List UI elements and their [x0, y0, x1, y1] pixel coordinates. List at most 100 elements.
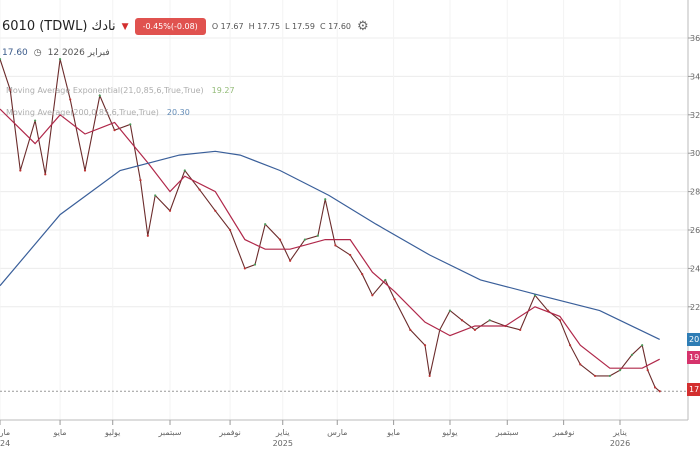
- price-point: [146, 234, 149, 237]
- symbol-title[interactable]: 6010 (TDWL) نادك: [2, 19, 116, 34]
- price-point: [303, 238, 307, 241]
- ema21-line: [0, 108, 660, 369]
- price-point: [519, 328, 522, 331]
- close-label: C: [319, 22, 326, 31]
- price-point: [579, 363, 582, 366]
- x-tick-year: 2024: [0, 439, 10, 448]
- x-tick-label: مارس: [0, 428, 10, 437]
- open-label: O: [211, 22, 219, 31]
- price-line: [0, 58, 661, 392]
- indicator-label: Moving Average(200,0,85,6,True,True): [6, 108, 159, 117]
- last-price-line: 17.60 ◷ 12 2026 فبراير: [2, 48, 110, 58]
- x-tick-label: يناير: [275, 428, 290, 437]
- price-point: [428, 374, 431, 378]
- last-price: 17.60: [2, 48, 28, 58]
- price-point: [654, 386, 657, 389]
- chart-header: 6010 (TDWL) نادك ▼ -0.45%(-0.08) O 17.67…: [2, 18, 369, 35]
- low-label: L: [285, 22, 290, 31]
- price-point: [488, 319, 491, 322]
- price-point: [264, 223, 267, 226]
- x-tick-label: يناير: [612, 428, 627, 437]
- price-point: [198, 188, 201, 191]
- grid: [0, 0, 688, 420]
- price-point: [316, 234, 319, 237]
- price-point: [83, 169, 87, 172]
- y-tick-label: 26.00: [690, 226, 700, 235]
- price-point: [646, 369, 649, 372]
- y-tick-label: 28.00: [690, 188, 700, 197]
- y-tick-label: 22.00: [690, 303, 700, 312]
- price-point: [154, 194, 157, 197]
- x-tick-label: مايو: [53, 428, 67, 437]
- last-price-label: 17.60: [687, 383, 700, 396]
- price-point: [98, 94, 101, 97]
- price-point: [58, 58, 62, 61]
- x-tick-label: نوفمبر: [218, 428, 241, 437]
- ohlc-readout: O 17.67 H 17.75 L 17.59 C 17.60: [212, 22, 351, 31]
- price-point: [423, 344, 427, 347]
- gear-icon[interactable]: ⚙: [357, 19, 369, 34]
- price-point: [409, 328, 412, 331]
- ma200-price-label: 20.30: [687, 333, 700, 346]
- low-value: 17.59: [292, 22, 315, 31]
- indicator-ma[interactable]: Moving Average(200,0,85,6,True,True) 20.3…: [6, 108, 190, 117]
- price-point: [630, 353, 634, 356]
- price-point: [324, 198, 327, 201]
- y-tick-label: 24.00: [690, 264, 700, 273]
- price-point: [658, 390, 661, 393]
- price-point: [214, 209, 217, 212]
- indicator-ema[interactable]: Moving Average Exponential(21,0,85,6,Tru…: [6, 86, 235, 95]
- price-point: [253, 263, 257, 266]
- price-point: [460, 319, 464, 322]
- price-point: [448, 309, 452, 312]
- y-tick-label: 34.00: [690, 72, 700, 81]
- x-tick-label: يوليو: [441, 428, 457, 437]
- clock-icon: ◷: [33, 48, 42, 58]
- price-point: [569, 344, 572, 347]
- price-point: [34, 119, 37, 122]
- price-point: [243, 267, 246, 270]
- price-point: [361, 273, 364, 276]
- x-tick-label: يوليو: [104, 428, 120, 437]
- x-tick-year: 2025: [273, 439, 293, 448]
- x-tick-label: مايو: [386, 428, 400, 437]
- price-point: [289, 259, 292, 262]
- price-point: [278, 238, 282, 241]
- price-point: [19, 169, 22, 172]
- price-point: [0, 58, 2, 61]
- price-point: [228, 228, 232, 232]
- price-point: [618, 369, 622, 372]
- price-point: [69, 98, 72, 101]
- price-point: [168, 209, 172, 212]
- y-tick-label: 36.00: [690, 34, 700, 43]
- caret-down-icon: ▼: [121, 21, 129, 32]
- price-point: [593, 374, 597, 378]
- price-point: [334, 244, 337, 247]
- price-point: [113, 129, 116, 132]
- price-point: [9, 88, 12, 91]
- series-layer: [0, 58, 661, 393]
- x-tick-label: سبتمبر: [495, 428, 519, 437]
- price-point: [139, 178, 142, 182]
- close-value: 17.60: [328, 22, 351, 31]
- x-tick-year: 2026: [610, 439, 630, 448]
- indicator-value: 20.30: [166, 108, 190, 117]
- price-point: [393, 298, 396, 301]
- indicator-value: 19.27: [211, 86, 235, 95]
- change-badge: -0.45%(-0.08): [134, 18, 206, 35]
- price-point: [129, 123, 132, 126]
- y-tick-label: 32.00: [690, 111, 700, 120]
- x-tick-label: سبتمبر: [158, 428, 182, 437]
- ema-price-label: 19.27: [687, 351, 700, 364]
- price-point: [371, 294, 374, 297]
- price-point: [349, 253, 352, 257]
- x-tick-label: مارس: [327, 428, 347, 437]
- x-tick-label: نوفمبر: [552, 428, 575, 437]
- price-point: [558, 319, 562, 322]
- price-point: [44, 173, 47, 176]
- open-value: 17.67: [220, 22, 244, 31]
- price-point: [641, 344, 644, 347]
- high-value: 17.75: [257, 22, 281, 31]
